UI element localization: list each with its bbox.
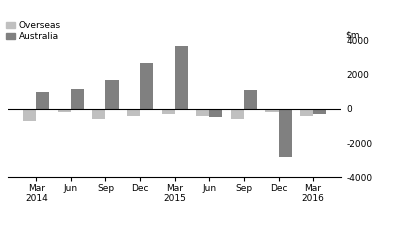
Bar	[279, 109, 292, 157]
Bar	[231, 109, 244, 119]
Bar	[106, 80, 119, 109]
Bar	[162, 109, 175, 114]
Bar	[313, 109, 326, 114]
Bar	[140, 63, 153, 109]
Bar	[265, 109, 279, 112]
Bar	[23, 109, 36, 121]
Bar	[36, 92, 49, 109]
Legend: Overseas, Australia: Overseas, Australia	[6, 21, 61, 41]
Bar	[300, 109, 313, 116]
Bar	[71, 89, 84, 109]
Bar	[127, 109, 140, 116]
Bar	[209, 109, 222, 118]
Bar	[58, 109, 71, 112]
Text: $m: $m	[345, 30, 359, 39]
Bar	[196, 109, 209, 116]
Bar	[244, 90, 257, 109]
Bar	[175, 46, 188, 109]
Bar	[93, 109, 106, 119]
